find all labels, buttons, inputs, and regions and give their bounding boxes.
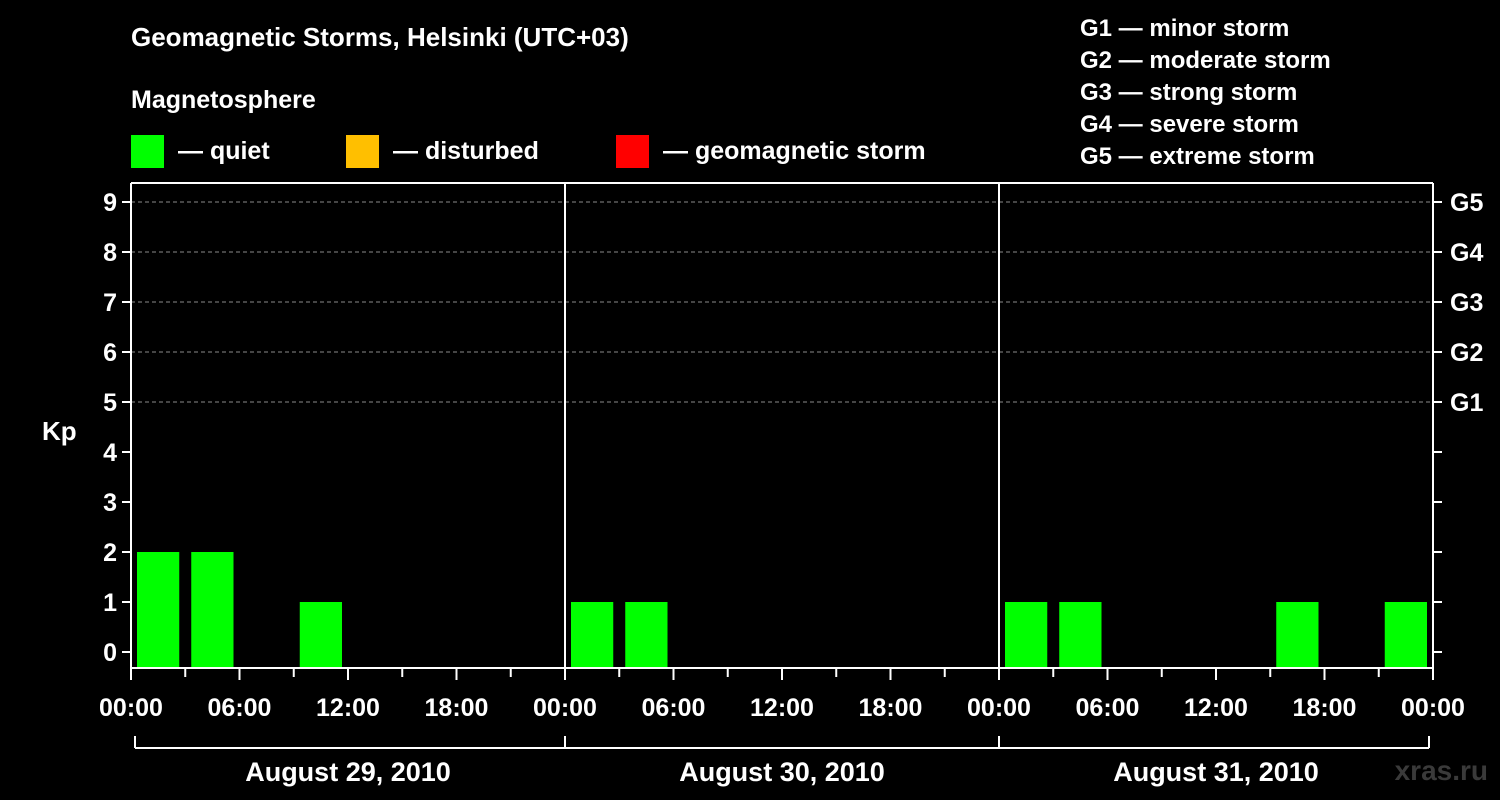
- g-level-label-g4: G4: [1450, 239, 1483, 267]
- legend-label-disturbed: — disturbed: [393, 136, 539, 165]
- legend-label-quiet: — quiet: [178, 136, 270, 165]
- x-tick-label-9: 06:00: [1076, 694, 1140, 722]
- kp-bar-3: [299, 602, 342, 668]
- g-level-label-g3: G3: [1450, 289, 1483, 317]
- chart-subtitle: Magnetosphere: [131, 86, 316, 114]
- x-tick-label-5: 06:00: [642, 694, 706, 722]
- kp-bar-8: [571, 602, 614, 668]
- x-tick-label-8: 00:00: [967, 694, 1031, 722]
- x-tick-label-1: 06:00: [208, 694, 272, 722]
- x-tick-label-3: 18:00: [425, 694, 489, 722]
- x-tick-label-11: 18:00: [1293, 694, 1357, 722]
- y-tick-label-2: 2: [103, 539, 117, 567]
- g-level-label-g1: G1: [1450, 389, 1483, 417]
- day-label-0: August 29, 2010: [245, 757, 451, 787]
- y-tick-label-1: 1: [103, 589, 117, 617]
- x-tick-label-10: 12:00: [1184, 694, 1248, 722]
- storm-scale-legend: G1 — minor storm G2 — moderate storm G3 …: [1080, 13, 1331, 173]
- y-axis-label: Kp: [42, 416, 77, 446]
- legend-storm: — geomagnetic storm: [616, 134, 926, 168]
- y-tick-label-6: 6: [103, 339, 117, 367]
- legend-swatch-quiet: [131, 134, 164, 168]
- legend-swatch-disturbed: [346, 134, 379, 168]
- y-tick-label-9: 9: [103, 189, 117, 217]
- x-tick-label-2: 12:00: [316, 694, 380, 722]
- kp-bar-9: [625, 602, 668, 668]
- storm-scale-g1: G1 — minor storm: [1080, 15, 1290, 42]
- x-tick-label-6: 12:00: [750, 694, 814, 722]
- storm-scale-g2: G2 — moderate storm: [1080, 47, 1331, 74]
- legend-swatch-storm: [616, 134, 649, 168]
- storm-scale-g3: G3 — strong storm: [1080, 79, 1298, 106]
- storm-scale-g4: G4 — severe storm: [1080, 111, 1299, 138]
- y-tick-label-4: 4: [103, 439, 117, 467]
- kp-bar-1: [191, 552, 234, 668]
- legend-quiet: — quiet: [131, 134, 270, 168]
- y-tick-label-5: 5: [103, 389, 117, 417]
- kp-bar-0: [137, 552, 180, 668]
- g-level-label-g5: G5: [1450, 189, 1483, 217]
- legend-label-storm: — geomagnetic storm: [663, 136, 926, 165]
- kp-bar-16: [1005, 602, 1048, 668]
- x-tick-label-0: 00:00: [99, 694, 163, 722]
- x-tick-label-7: 18:00: [859, 694, 923, 722]
- kp-bar-23: [1384, 602, 1427, 668]
- watermark: xras.ru: [1394, 755, 1488, 786]
- storm-scale-g5: G5 — extreme storm: [1080, 143, 1315, 170]
- g-level-label-g2: G2: [1450, 339, 1483, 367]
- kp-bar-21: [1276, 602, 1319, 668]
- x-tick-label-4: 00:00: [533, 694, 597, 722]
- day-label-1: August 30, 2010: [679, 757, 885, 787]
- y-tick-label-3: 3: [103, 489, 117, 517]
- y-tick-label-8: 8: [103, 239, 117, 267]
- legend-disturbed: — disturbed: [346, 134, 539, 168]
- kp-bar-17: [1059, 602, 1102, 668]
- y-tick-label-7: 7: [103, 289, 117, 317]
- x-tick-label-12: 00:00: [1401, 694, 1465, 722]
- chart-title: Geomagnetic Storms, Helsinki (UTC+03): [131, 22, 629, 52]
- day-label-2: August 31, 2010: [1113, 757, 1319, 787]
- y-tick-label-0: 0: [103, 639, 117, 667]
